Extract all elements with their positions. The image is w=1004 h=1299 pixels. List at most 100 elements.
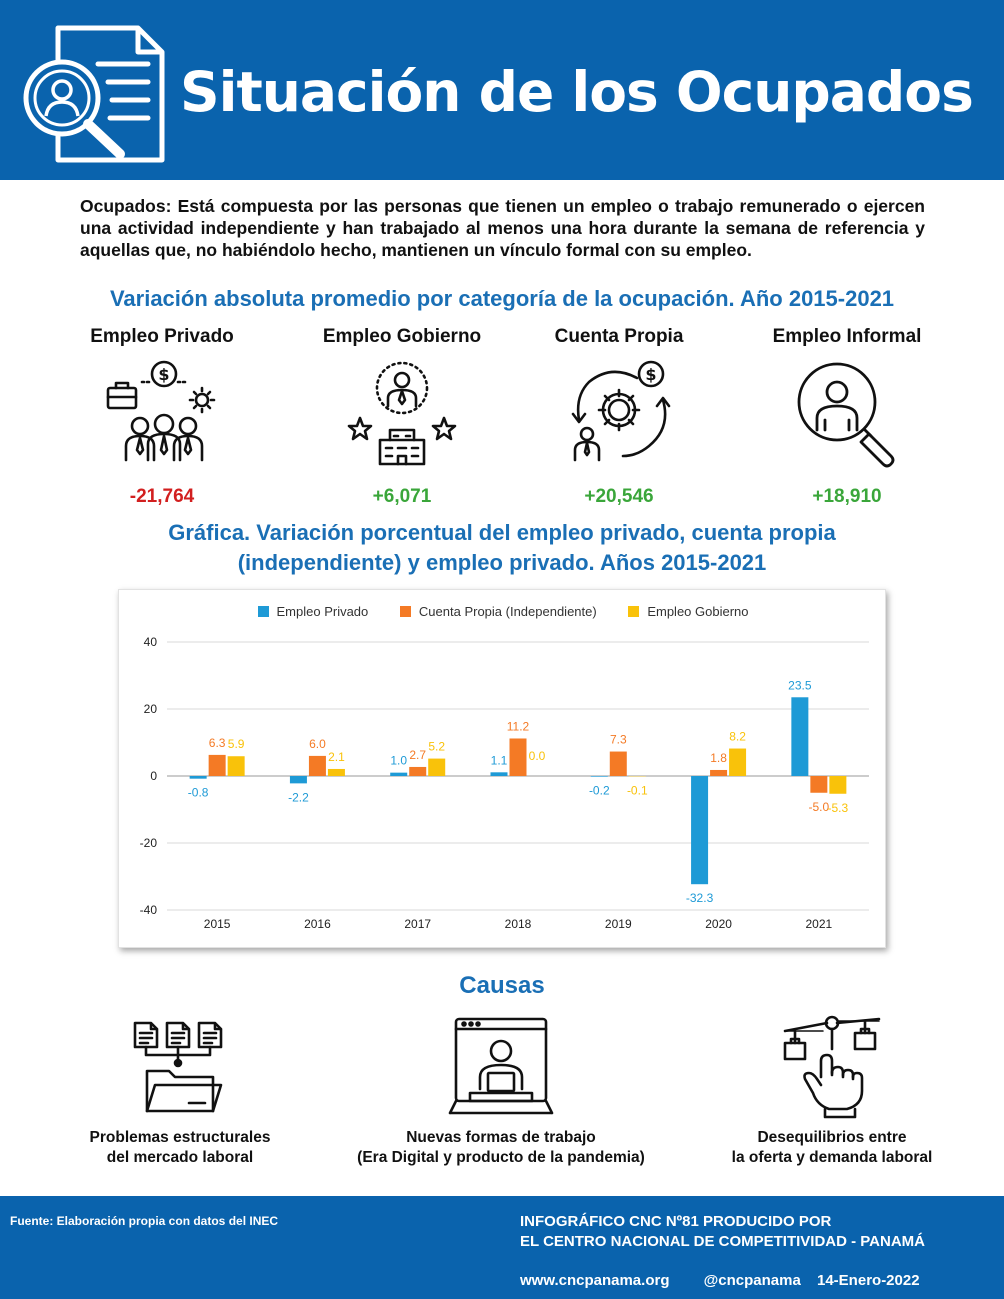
legend-swatch xyxy=(628,606,640,617)
bar-empleo-privado-2015 xyxy=(189,776,207,779)
chart-legend: Empleo Privado Cuenta Propia (Independie… xyxy=(119,604,887,619)
cause-new-work-forms: Nuevas formas de trabajo (Era Digital y … xyxy=(341,1015,661,1168)
bar-cuenta-propia-independiente--2019 xyxy=(609,751,627,776)
causes-section-title: Causas xyxy=(459,972,545,999)
footer-credit: INFOGRÁFICO CNC Nº81 PRODUCIDO POR EL CE… xyxy=(520,1212,925,1252)
data-label: 8.2 xyxy=(729,730,746,744)
bar-empleo-privado-2017 xyxy=(390,772,408,776)
cause-line-1: Desequilibrios entre xyxy=(757,1129,907,1146)
categories-section-title: Variación absoluta promedio por categorí… xyxy=(109,286,895,311)
chart-title-line-2: (independiente) y empleo privado. Años 2… xyxy=(237,550,767,575)
cause-line-2: la oferta y demanda laboral xyxy=(731,1149,933,1166)
footer-links: www.cncpanama.org @cncpanama 14-Enero-20… xyxy=(520,1272,920,1289)
category-empleo-privado: Empleo Privado $ -21,764 xyxy=(52,326,272,508)
data-label: -0.1 xyxy=(627,783,648,797)
header-banner: Situación de los Ocupados xyxy=(0,0,1004,180)
cause-text: Nuevas formas de trabajo (Era Digital y … xyxy=(341,1128,661,1168)
legend-label: Cuenta Propia (Independiente) xyxy=(418,604,597,619)
category-value: -21,764 xyxy=(129,486,195,507)
legend-item-empleo-gobierno: Empleo Gobierno xyxy=(628,604,749,619)
cause-text: Problemas estructurales del mercado labo… xyxy=(20,1128,340,1168)
legend-item-cuenta-propia: Cuenta Propia (Independiente) xyxy=(399,604,597,619)
data-label: 2.1 xyxy=(328,750,345,764)
publication-date: 14-Enero-2022 xyxy=(817,1272,920,1289)
bar-chart: 40 20 0 -20 -40 2015 -0.8 6.3 5.9 2016 -2.2 6.02.1 2… xyxy=(140,635,869,931)
data-label: -0.2 xyxy=(589,784,610,798)
bar-empleo-gobierno-2021 xyxy=(829,776,847,794)
data-label: 5.9 xyxy=(228,737,245,751)
cause-supply-demand-imbalance: Desequilibrios entre la oferta y demanda… xyxy=(672,1015,992,1168)
bar-cuenta-propia-independiente--2020 xyxy=(710,769,728,776)
hand-balance-icon xyxy=(783,1015,881,1119)
cause-text: Desequilibrios entre la oferta y demanda… xyxy=(672,1128,992,1168)
bar-cuenta-propia-independiente--2015 xyxy=(208,754,226,776)
bar-empleo-privado-2016 xyxy=(289,776,307,784)
x-tick-label: 2021 xyxy=(806,917,833,931)
bar-empleo-gobierno-2017 xyxy=(428,758,446,776)
data-label: -5.0 xyxy=(809,800,830,814)
bar-cuenta-propia-independiente--2017 xyxy=(409,766,427,776)
data-label: -32.3 xyxy=(686,891,714,905)
data-label: 6.3 xyxy=(209,736,226,750)
data-label: 7.3 xyxy=(610,733,627,747)
definition-text: Ocupados: Está compuesta por las persona… xyxy=(80,196,925,260)
data-label: -5.3 xyxy=(828,801,849,815)
bar-empleo-privado-2018 xyxy=(490,772,508,776)
footer-credit-line-2: EL CENTRO NACIONAL DE COMPETITIVIDAD - P… xyxy=(520,1233,926,1250)
cause-line-2: (Era Digital y producto de la pandemia) xyxy=(357,1149,645,1166)
x-tick-label: 2015 xyxy=(204,917,231,931)
bar-empleo-gobierno-2016 xyxy=(327,768,345,776)
cause-line-2: del mercado laboral xyxy=(106,1149,254,1166)
cause-line-1: Nuevas formas de trabajo xyxy=(406,1129,596,1146)
bar-empleo-gobierno-2020 xyxy=(729,748,747,776)
category-name: Cuenta Propia xyxy=(554,326,684,347)
x-tick-label: 2020 xyxy=(705,917,732,931)
cause-line-1: Problemas estructurales xyxy=(89,1129,271,1146)
x-tick-label: 2016 xyxy=(304,917,331,931)
bar-empleo-privado-2020 xyxy=(691,776,709,885)
legend-swatch xyxy=(399,606,411,617)
data-label: -0.8 xyxy=(188,786,209,800)
data-label: 5.2 xyxy=(428,740,445,754)
documents-folder-icon xyxy=(133,1021,223,1113)
category-empleo-informal: Empleo Informal +18,910 xyxy=(737,326,957,508)
data-label: 6.0 xyxy=(309,737,326,751)
bar-cuenta-propia-independiente--2016 xyxy=(308,755,326,776)
government-employee-icon xyxy=(347,361,457,466)
data-label: 0.0 xyxy=(529,749,546,763)
category-name: Empleo Gobierno xyxy=(322,326,482,347)
category-value: +20,546 xyxy=(584,486,654,507)
category-name: Empleo Privado xyxy=(90,326,234,347)
legend-swatch xyxy=(257,606,269,617)
chart-title-line-1: Gráfica. Variación porcentual del empleo… xyxy=(168,520,836,545)
website-link[interactable]: www.cncpanama.org xyxy=(520,1272,670,1289)
data-label: 2.7 xyxy=(409,748,426,762)
y-tick-label: 40 xyxy=(144,635,158,649)
data-label: 1.1 xyxy=(491,753,508,767)
data-label: 1.8 xyxy=(710,751,727,765)
footer: Fuente: Elaboración propia con datos del… xyxy=(0,1196,1004,1299)
svg-text:$: $ xyxy=(158,365,169,384)
bar-empleo-privado-2021 xyxy=(791,697,809,776)
bar-empleo-gobierno-2015 xyxy=(227,756,245,776)
magnifier-person-icon xyxy=(797,362,895,468)
y-tick-label: 20 xyxy=(144,702,158,716)
legend-item-empleo-privado: Empleo Privado xyxy=(257,604,369,619)
y-tick-label: -40 xyxy=(140,903,158,917)
legend-label: Empleo Privado xyxy=(276,604,369,619)
category-value: +18,910 xyxy=(812,486,882,507)
category-name: Empleo Informal xyxy=(772,326,922,347)
data-label: 11.2 xyxy=(507,719,530,733)
page-title: Situación de los Ocupados xyxy=(180,60,974,124)
document-search-person-icon xyxy=(23,25,165,163)
bar-empleo-privado-2019 xyxy=(590,776,608,777)
footer-source: Fuente: Elaboración propia con datos del… xyxy=(10,1214,279,1228)
x-tick-label: 2018 xyxy=(505,917,532,931)
x-tick-label: 2019 xyxy=(605,917,632,931)
remote-work-screen-icon xyxy=(448,1017,554,1115)
y-tick-label: -20 xyxy=(140,836,158,850)
bar-cuenta-propia-independiente--2018 xyxy=(509,738,527,776)
social-handle[interactable]: @cncpanama xyxy=(703,1272,801,1289)
svg-text:$: $ xyxy=(645,365,656,384)
category-empleo-gobierno: Empleo Gobierno +6,071 xyxy=(292,326,512,508)
